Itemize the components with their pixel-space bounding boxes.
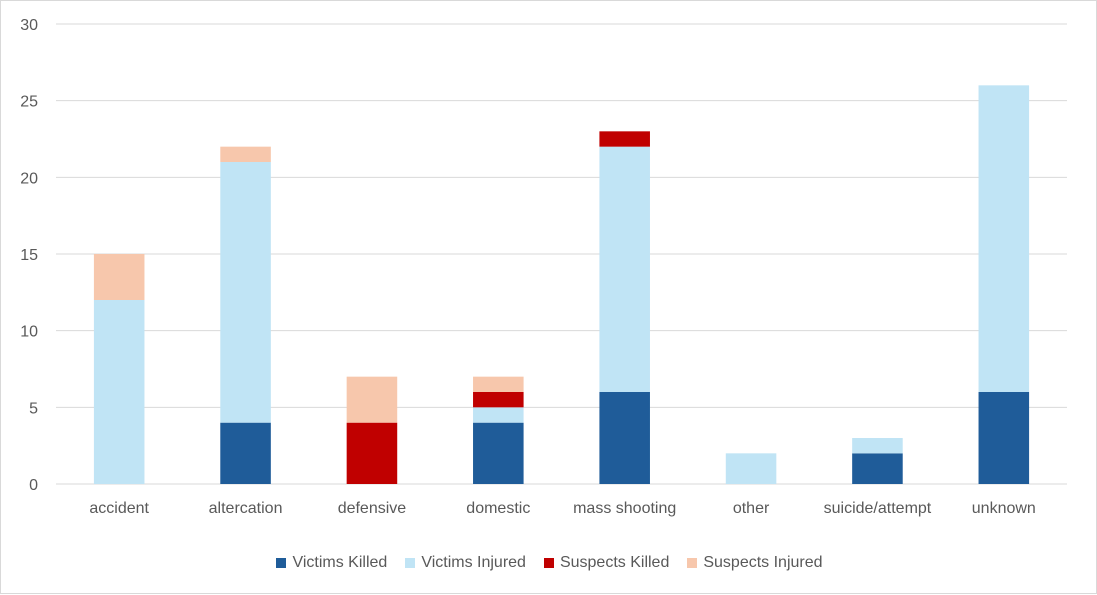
bar-segment (978, 85, 1030, 392)
x-tick-label: suicide/attempt (824, 500, 932, 517)
y-tick-label: 15 (20, 247, 38, 264)
y-tick-label: 20 (20, 170, 38, 187)
legend-label: Suspects Killed (559, 554, 670, 571)
legend-swatch (405, 558, 416, 568)
y-tick-label: 30 (20, 17, 38, 34)
bar-segment (346, 376, 398, 423)
bar-segment (978, 392, 1030, 484)
y-tick-label: 0 (29, 477, 38, 494)
x-tick-label: domestic (466, 500, 530, 517)
bar-segment (220, 162, 271, 423)
bar-segment (220, 146, 271, 162)
x-tick-label: accident (89, 500, 149, 517)
bar-segment (473, 407, 524, 423)
legend-item: Victims Killed (276, 554, 387, 572)
bar-segment (599, 392, 650, 484)
x-tick-label: defensive (338, 500, 407, 517)
legend: Victims Killed Victims Injured Suspects Ki… (1, 554, 1097, 572)
legend-label: Suspects Injured (703, 554, 823, 571)
y-tick-label: 25 (20, 94, 38, 111)
x-tick-label: unknown (972, 500, 1036, 517)
y-tick-label: 10 (20, 324, 38, 341)
bar-segment (725, 453, 777, 484)
legend-label: Victims Injured (421, 554, 526, 571)
bar-segment (473, 392, 524, 408)
legend-label: Victims Killed (292, 554, 388, 571)
legend-swatch (687, 558, 698, 568)
legend-swatch (543, 558, 554, 568)
x-tick-label: mass shooting (573, 500, 676, 517)
bar-segment (473, 422, 524, 484)
y-tick-label: 5 (29, 400, 38, 417)
legend-item: Suspects Injured (687, 554, 823, 572)
bar-segment (599, 146, 650, 392)
x-tick-label: altercation (209, 500, 283, 517)
bar-segment (93, 300, 145, 484)
bar-segment (852, 453, 903, 484)
bar-segment (852, 438, 903, 454)
x-tick-label: other (733, 500, 770, 517)
legend-item: Suspects Killed (543, 554, 670, 572)
bar-segment (220, 422, 271, 484)
bar-segment (599, 131, 650, 147)
legend-swatch (276, 558, 287, 568)
legend-item: Victims Injured (405, 554, 526, 572)
bar-segment (473, 376, 524, 392)
bar-segment (93, 254, 145, 300)
bar-segment (346, 422, 398, 484)
